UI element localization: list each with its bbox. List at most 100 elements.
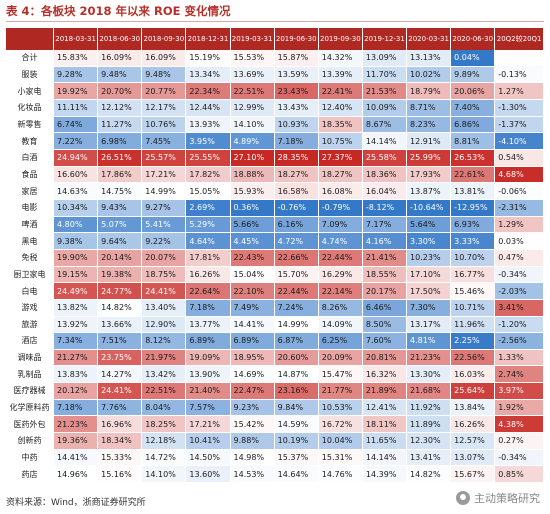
data-cell: -0.34%: [494, 449, 544, 467]
data-cell: 14.09%: [318, 316, 363, 334]
table-row: 免税 19.90% 20.14% 20.07% 17.81% 22.43% 22.66% 22…: [6, 249, 544, 267]
data-cell: 24.49%: [53, 282, 99, 300]
data-cell: 25.57%: [141, 149, 187, 167]
data-cell: 13.59%: [274, 66, 319, 84]
data-cell: 5.41%: [141, 216, 187, 234]
data-cell: 19.36%: [53, 432, 99, 450]
data-cell: 13.34%: [185, 66, 231, 84]
data-cell: 7.18%: [274, 132, 319, 150]
data-cell: 7.18%: [53, 399, 99, 417]
data-cell: 18.27%: [274, 166, 319, 184]
data-cell: 6.16%: [274, 216, 319, 234]
table-row: 医疗器械 20.12% 24.41% 22.51% 21.40% 22.47% 23.16%…: [6, 382, 544, 400]
data-cell: 18.34%: [97, 432, 143, 450]
data-cell: 13.66%: [97, 316, 143, 334]
data-cell: 4.74%: [318, 232, 363, 250]
row-label: 小家电: [6, 82, 55, 100]
title-divider: [6, 21, 544, 22]
header-corner: [6, 28, 55, 50]
data-cell: 19.09%: [185, 349, 231, 367]
data-cell: 16.08%: [318, 182, 363, 200]
data-cell: 3.97%: [494, 382, 544, 400]
data-cell: 15.70%: [274, 266, 319, 284]
header-cell: 2018-06-30: [97, 28, 143, 50]
data-cell: 17.93%: [406, 166, 452, 184]
data-cell: 15.05%: [185, 182, 231, 200]
data-cell: 21.89%: [362, 382, 408, 400]
data-cell: 8.71%: [406, 99, 452, 117]
data-cell: 20.60%: [274, 349, 319, 367]
data-cell: 12.12%: [97, 99, 143, 117]
row-label: 厨卫家电: [6, 266, 55, 284]
data-cell: 7.17%: [362, 216, 408, 234]
row-label: 教育: [6, 132, 55, 150]
table-row: 新零售 6.74% 11.27% 10.76% 13.93% 14.10% 10.93% 18…: [6, 116, 544, 134]
data-cell: 4.45%: [230, 232, 275, 250]
data-cell: 15.87%: [274, 50, 319, 67]
data-cell: 17.21%: [141, 166, 187, 184]
data-cell: 9.23%: [230, 399, 275, 417]
watermark-text: 主动策略研究: [474, 492, 540, 505]
data-cell: 0.27%: [494, 432, 544, 450]
data-cell: 4.16%: [362, 232, 408, 250]
data-cell: 21.77%: [318, 382, 363, 400]
data-cell: 14.82%: [406, 465, 452, 484]
table-row: 中药 14.41% 15.33% 14.72% 14.50% 14.98% 15.37% 15…: [6, 449, 544, 467]
data-cell: 11.27%: [97, 116, 143, 134]
data-cell: 15.93%: [230, 182, 275, 200]
data-cell: 14.41%: [230, 316, 275, 334]
data-cell: 22.43%: [230, 249, 275, 267]
row-label: 医疗器械: [6, 382, 55, 400]
data-cell: 8.26%: [318, 299, 363, 317]
header-cell: 2018-03-31: [53, 28, 99, 50]
data-cell: 14.98%: [230, 449, 275, 467]
data-cell: 13.87%: [406, 182, 452, 200]
data-cell: 16.09%: [141, 50, 187, 67]
row-label: 电影: [6, 199, 55, 217]
data-cell: 13.83%: [53, 365, 99, 384]
data-cell: 21.41%: [362, 249, 408, 267]
table-row: 啤酒 4.80% 5.07% 5.41% 5.29% 5.66% 6.16% 7.09% 7.1…: [6, 216, 544, 234]
data-cell: 24.94%: [53, 149, 99, 167]
table-row: 服装 9.28% 9.48% 9.48% 13.34% 13.69% 13.59% 13.39…: [6, 66, 544, 84]
data-cell: 9.43%: [97, 199, 143, 217]
data-cell: 20.81%: [362, 349, 408, 367]
data-cell: 16.04%: [362, 182, 408, 200]
data-cell: 13.90%: [185, 365, 231, 384]
data-cell: 11.92%: [406, 399, 452, 417]
data-cell: 13.93%: [185, 116, 231, 134]
data-cell: 16.72%: [318, 415, 363, 434]
data-cell: -0.79%: [318, 199, 363, 217]
data-cell: 22.51%: [141, 382, 187, 400]
row-label: 游戏: [6, 299, 55, 317]
data-cell: 0.47%: [494, 249, 544, 267]
data-cell: 7.40%: [450, 99, 496, 117]
data-cell: 13.39%: [318, 66, 363, 84]
data-cell: 15.37%: [274, 449, 319, 467]
data-cell: 11.70%: [362, 66, 408, 84]
data-cell: 7.22%: [53, 132, 99, 150]
data-cell: 13.92%: [53, 316, 99, 334]
row-label: 医药外包: [6, 415, 55, 434]
data-cell: 6.46%: [362, 299, 408, 317]
data-cell: 10.09%: [362, 99, 408, 117]
data-cell: 14.87%: [274, 365, 319, 384]
data-cell: 21.23%: [53, 415, 99, 434]
data-cell: 8.12%: [141, 332, 187, 350]
header-cell: 2019-03-31: [230, 28, 275, 50]
data-cell: 9.89%: [450, 66, 496, 84]
data-cell: 13.69%: [230, 66, 275, 84]
data-cell: 15.47%: [318, 365, 363, 384]
row-label: 家居: [6, 182, 55, 200]
data-cell: 21.97%: [141, 349, 187, 367]
data-cell: 14.59%: [274, 415, 319, 434]
data-cell: 14.14%: [362, 132, 408, 150]
data-cell: 22.44%: [318, 249, 363, 267]
row-label: 中药: [6, 449, 55, 467]
data-cell: 11.11%: [53, 99, 99, 117]
data-cell: 25.99%: [406, 149, 452, 167]
data-cell: 13.41%: [406, 449, 452, 467]
data-cell: 11.65%: [362, 432, 408, 450]
data-cell: 8.23%: [406, 116, 452, 134]
row-label: 乳制品: [6, 365, 55, 384]
